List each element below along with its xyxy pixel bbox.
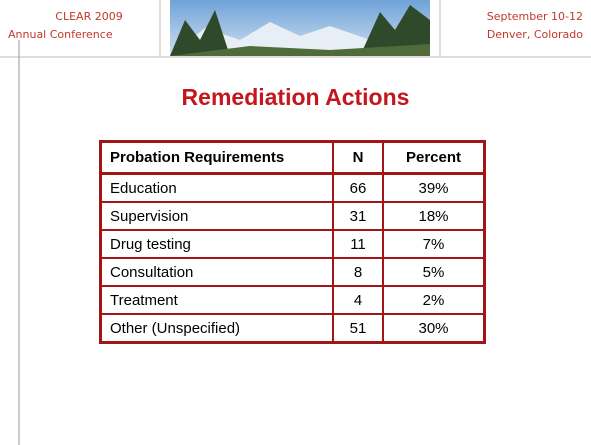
table-cell: 18% xyxy=(382,201,486,231)
table-cell: 7% xyxy=(382,229,486,259)
header-left-line: Annual Conference xyxy=(8,28,113,41)
table-cell: Consultation xyxy=(99,257,334,287)
table-cell: Education xyxy=(99,172,334,203)
table-cell: 8 xyxy=(332,257,384,287)
table-cell: 30% xyxy=(382,313,486,344)
table-cell: 5% xyxy=(382,257,486,287)
table-row: Education 66 39% xyxy=(99,172,486,203)
table-row: Consultation 8 5% xyxy=(99,257,486,287)
table-cell: 4 xyxy=(332,285,384,315)
header-row: Probation Requirements N Percent xyxy=(99,140,486,175)
table-cell: 2% xyxy=(382,285,486,315)
column-header: Percent xyxy=(382,140,486,175)
table-cell: Drug testing xyxy=(99,229,334,259)
table-cell: Supervision xyxy=(99,201,334,231)
table-cell: 31 xyxy=(332,201,384,231)
table-row: Treatment 4 2% xyxy=(99,285,486,315)
table-cell: 66 xyxy=(332,172,384,203)
column-header: Probation Requirements xyxy=(99,140,334,175)
table-cell: Treatment xyxy=(99,285,334,315)
table-row: Drug testing 11 7% xyxy=(99,229,486,259)
table-row: Supervision 31 18% xyxy=(99,201,486,231)
header-right-line: Denver, Colorado xyxy=(486,28,583,41)
table-cell: Other (Unspecified) xyxy=(99,313,334,344)
header-right-line: September 10-12 xyxy=(486,10,583,23)
data-table: Probation Requirements N Percent Education 6… xyxy=(99,140,486,344)
column-header: N xyxy=(332,140,384,175)
table-row: Other (Unspecified) 51 30% xyxy=(99,313,486,344)
slide-title: Remediation Actions xyxy=(181,84,410,110)
header-left-line: CLEAR 2009 xyxy=(55,10,123,23)
table-cell: 39% xyxy=(382,172,486,203)
table-cell: 51 xyxy=(332,313,384,344)
table-cell: 11 xyxy=(332,229,384,259)
